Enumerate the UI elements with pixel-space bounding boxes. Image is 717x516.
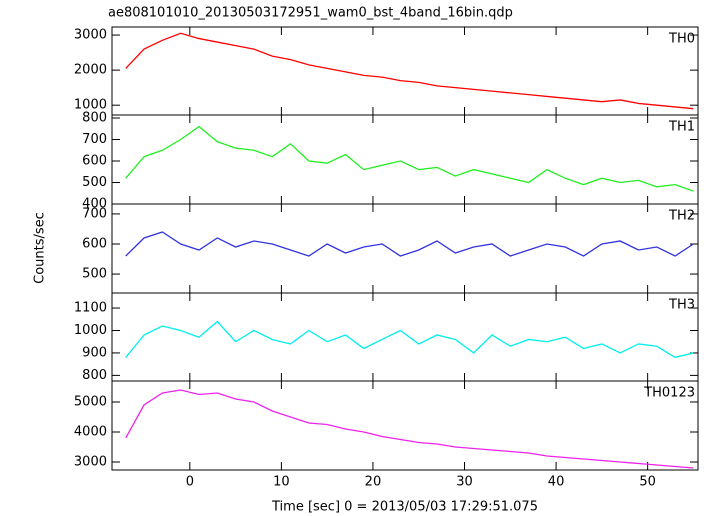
y-tick-label: 600 [82, 154, 107, 169]
y-tick-label: 5000 [74, 394, 107, 409]
panel-frame [111, 203, 699, 294]
x-tick-label: 50 [639, 475, 656, 490]
panel-label: TH0 [668, 32, 695, 47]
y-tick-label: 3000 [74, 454, 107, 469]
y-tick-label: 500 [82, 175, 107, 190]
x-tick-label: 10 [273, 475, 290, 490]
panel-label: TH3 [668, 298, 695, 313]
x-tick-label: 0 [186, 475, 194, 490]
x-tick-label: 20 [365, 475, 382, 490]
y-tick-label: 700 [82, 132, 107, 147]
x-tick-label: 40 [548, 475, 565, 490]
y-tick-label: 900 [82, 345, 107, 360]
y-tick-label: 700 [82, 206, 107, 221]
y-tick-label: 800 [82, 111, 107, 126]
y-axis-label: Counts/sec [33, 212, 48, 284]
y-tick-label: 600 [82, 236, 107, 251]
y-tick-label: 3000 [74, 28, 107, 43]
y-tick-label: 1000 [74, 98, 107, 113]
panel-label: TH0123 [643, 386, 695, 401]
data-line [125, 389, 694, 469]
panel-label: TH2 [668, 209, 695, 224]
y-tick-label: 4000 [74, 424, 107, 439]
y-tick-label: 1000 [74, 323, 107, 338]
y-tick-label: 500 [82, 267, 107, 282]
x-tick-label: 30 [456, 475, 473, 490]
data-line [125, 32, 694, 110]
panel-frame [111, 380, 699, 471]
data-line [125, 320, 694, 359]
y-tick-label: 1100 [74, 301, 107, 316]
panel-frame [111, 114, 699, 205]
chart-title: ae808101010_20130503172951_wam0_bst_4ban… [108, 6, 513, 21]
y-tick-label: 400 [82, 197, 107, 212]
panel-label: TH1 [668, 120, 695, 135]
data-line [125, 231, 694, 257]
y-tick-label: 800 [82, 368, 107, 383]
panel-frame [111, 26, 699, 116]
y-tick-label: 2000 [74, 63, 107, 78]
data-line [125, 125, 694, 192]
x-axis-label: Time [sec] 0 = 2013/05/03 17:29:51.075 [271, 500, 538, 515]
